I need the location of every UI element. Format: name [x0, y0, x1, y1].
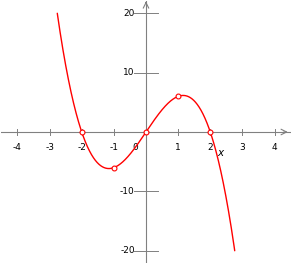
Text: 1: 1: [175, 143, 181, 152]
Text: 2: 2: [207, 143, 213, 152]
Text: 4: 4: [272, 143, 277, 152]
Text: 0: 0: [132, 143, 138, 152]
Text: -20: -20: [120, 246, 135, 255]
Text: 3: 3: [239, 143, 245, 152]
Text: -1: -1: [110, 143, 118, 152]
Text: -3: -3: [45, 143, 54, 152]
Text: -10: -10: [120, 187, 135, 196]
Text: x: x: [217, 148, 223, 158]
Text: -4: -4: [13, 143, 22, 152]
Text: -2: -2: [77, 143, 86, 152]
Text: 10: 10: [123, 68, 135, 77]
Text: 20: 20: [124, 9, 135, 18]
